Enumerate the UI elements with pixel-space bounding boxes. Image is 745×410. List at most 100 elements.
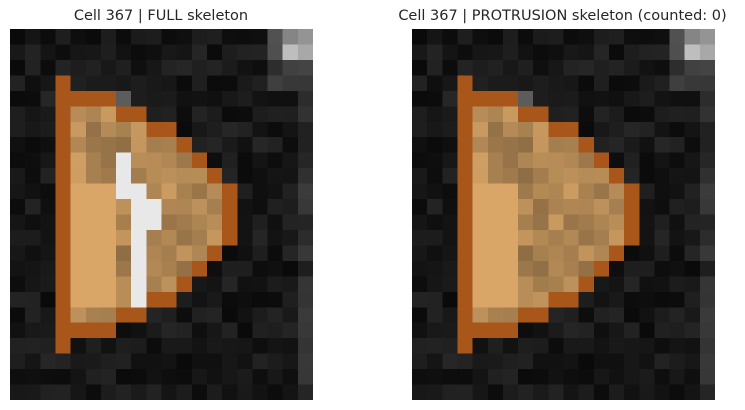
background-pixel [191,384,208,400]
skeleton-pixel [131,276,147,293]
cell-interior-pixel [100,152,117,169]
background-pixel [427,353,443,370]
background-pixel [593,90,610,107]
background-pixel [267,183,284,200]
background-pixel [442,245,459,262]
background-pixel [282,106,299,123]
cell-interior-pixel [533,199,549,216]
background-pixel [252,75,269,92]
cell-interior-pixel [116,276,132,293]
cell-interior-pixel [146,229,163,247]
cell-outline-pixel [146,291,163,308]
cell-interior-pixel [593,214,610,231]
background-pixel [578,44,595,61]
background-pixel [267,29,284,46]
background-pixel [563,353,580,370]
background-pixel [237,152,253,169]
background-pixel [116,338,132,355]
background-pixel [252,121,269,138]
cell-interior-pixel [100,199,117,216]
cell-interior-pixel [116,229,132,247]
background-pixel [131,369,147,386]
cell-interior-pixel [70,152,87,169]
skeleton-pixel [131,245,147,262]
background-pixel [10,168,26,185]
background-pixel [206,307,223,324]
background-pixel [654,199,671,216]
background-pixel [146,90,163,107]
background-pixel [206,353,223,370]
cell-interior-pixel [472,137,489,154]
background-pixel [267,260,284,277]
background-pixel [624,90,640,107]
background-pixel [40,168,57,185]
background-pixel [548,338,565,355]
background-pixel [639,152,655,169]
background-pixel [518,322,534,339]
background-pixel [639,168,655,185]
cell-interior-pixel [472,152,489,169]
background-pixel [161,384,178,400]
background-pixel [578,121,595,138]
background-pixel [25,229,41,247]
background-pixel [669,245,686,262]
background-pixel [593,384,610,400]
background-pixel [55,59,72,76]
background-pixel [608,44,625,61]
background-pixel [669,229,686,247]
background-pixel [282,199,299,216]
background-pixel [176,29,193,46]
background-pixel [40,199,57,216]
cell-outline-pixel [457,137,474,154]
background-pixel [116,29,132,46]
background-pixel [684,137,701,154]
background-pixel [442,29,459,46]
background-pixel [25,384,41,400]
background-pixel [116,59,132,76]
background-pixel [442,137,459,154]
background-pixel [563,44,580,61]
cell-interior-pixel [176,183,193,200]
background-pixel [222,384,238,400]
cell-outline-pixel [161,291,178,308]
background-pixel [669,199,686,216]
background-pixel [427,384,443,400]
background-pixel [237,59,253,76]
cell-interior-pixel [472,106,489,123]
background-pixel [699,276,715,293]
background-pixel [297,353,313,370]
background-pixel [578,369,595,386]
background-pixel [267,322,284,339]
background-pixel [206,137,223,154]
background-pixel [282,75,299,92]
background-pixel [412,369,428,386]
cell-interior-pixel [70,199,87,216]
cell-interior-pixel [487,214,504,231]
background-pixel [593,291,610,308]
cell-interior-pixel [472,183,489,200]
background-pixel [654,291,671,308]
background-pixel [699,183,715,200]
background-pixel [412,75,428,92]
background-pixel [40,229,57,247]
background-pixel [267,291,284,308]
background-pixel [191,369,208,386]
cell-interior-pixel [100,245,117,262]
cell-outline-pixel [457,214,474,231]
background-pixel [10,29,26,46]
background-pixel [25,168,41,185]
background-pixel [669,168,686,185]
background-pixel [176,369,193,386]
background-pixel [252,338,269,355]
background-pixel [669,260,686,277]
background-pixel [267,199,284,216]
background-pixel [282,384,299,400]
background-pixel [176,75,193,92]
background-pixel [252,59,269,76]
background-pixel [624,75,640,92]
cell-outline-pixel [131,307,147,324]
cell-interior-pixel [578,168,595,185]
cell-outline-pixel [55,229,72,247]
background-pixel [146,75,163,92]
cell-interior-pixel [191,168,208,185]
